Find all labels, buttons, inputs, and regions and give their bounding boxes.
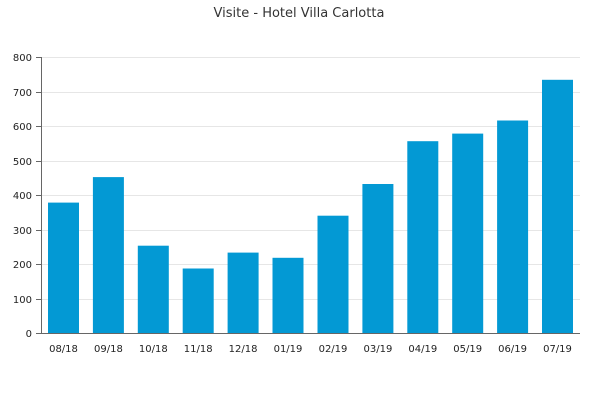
y-tick-label: 500 — [13, 157, 32, 168]
x-axis-ticks: 08/18 09/18 10/18 11/18 12/18 01/19 02/19 03/19… — [49, 344, 572, 355]
y-tick-label: 800 — [13, 53, 32, 64]
bar — [182, 268, 214, 333]
y-tick-label: 400 — [13, 191, 32, 202]
y-tick-label: 0 — [26, 329, 32, 340]
bar — [317, 215, 349, 333]
x-tick-label: 03/19 — [363, 344, 392, 355]
gridlines — [41, 57, 580, 300]
bar — [48, 202, 79, 333]
x-tick-label: 07/19 — [543, 344, 572, 355]
axes — [41, 57, 580, 334]
bar — [362, 184, 394, 333]
bar — [407, 141, 439, 333]
chart-title: Visite - Hotel Villa Carlotta — [214, 6, 385, 21]
y-tick-label: 300 — [13, 226, 32, 237]
bar — [497, 120, 529, 333]
x-tick-label: 01/19 — [274, 344, 303, 355]
x-tick-label: 12/18 — [229, 344, 258, 355]
x-tick-label: 10/18 — [139, 344, 168, 355]
bar — [452, 133, 484, 333]
y-tick-label: 200 — [13, 260, 32, 271]
x-tick-label: 09/18 — [94, 344, 123, 355]
x-tick-label: 11/18 — [184, 344, 213, 355]
x-tick-label: 04/19 — [408, 344, 437, 355]
bar — [272, 257, 304, 333]
y-tick-label: 600 — [13, 122, 32, 133]
x-tick-label: 06/19 — [498, 344, 527, 355]
bar — [137, 245, 169, 333]
bar — [92, 177, 124, 333]
x-tick-label: 05/19 — [453, 344, 482, 355]
y-tick-label: 100 — [13, 295, 32, 306]
bars — [48, 79, 573, 333]
y-tick-label: 700 — [13, 88, 32, 99]
bar — [542, 79, 573, 333]
bar — [227, 252, 259, 333]
y-axis-ticks: 0 100 200 300 400 500 600 700 800 — [13, 53, 41, 340]
x-tick-label: 02/19 — [319, 344, 348, 355]
x-tick-label: 08/18 — [49, 344, 78, 355]
